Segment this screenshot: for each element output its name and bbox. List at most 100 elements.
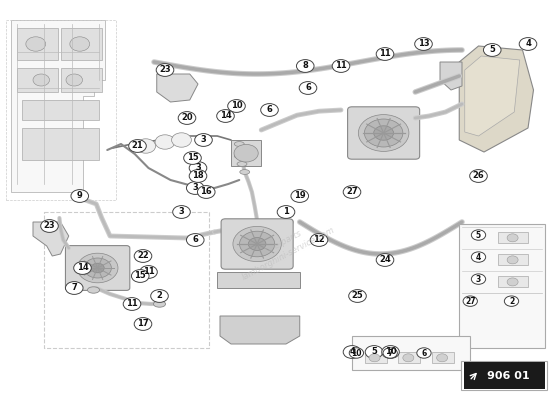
Text: 15: 15 xyxy=(134,272,146,280)
Text: 27: 27 xyxy=(346,188,358,196)
Ellipse shape xyxy=(234,154,244,158)
Circle shape xyxy=(507,256,518,264)
Circle shape xyxy=(343,346,361,358)
Text: 13: 13 xyxy=(417,40,430,48)
Text: 11: 11 xyxy=(142,268,155,276)
Circle shape xyxy=(91,263,104,273)
Circle shape xyxy=(151,290,168,302)
Circle shape xyxy=(134,318,152,330)
Circle shape xyxy=(437,354,448,362)
Text: 4: 4 xyxy=(476,252,481,262)
Ellipse shape xyxy=(153,301,166,307)
Circle shape xyxy=(415,38,432,50)
Circle shape xyxy=(173,206,190,218)
Text: 3: 3 xyxy=(201,136,206,144)
Circle shape xyxy=(471,274,486,284)
Bar xyxy=(16,28,58,60)
Circle shape xyxy=(234,144,258,162)
Text: 10: 10 xyxy=(230,102,243,110)
Text: 12: 12 xyxy=(313,236,325,244)
Circle shape xyxy=(359,115,409,151)
Bar xyxy=(459,224,544,348)
Circle shape xyxy=(84,258,111,278)
Circle shape xyxy=(471,230,486,240)
Bar xyxy=(231,140,261,166)
Text: 5: 5 xyxy=(371,348,377,356)
Circle shape xyxy=(403,354,414,362)
Polygon shape xyxy=(11,20,104,192)
Circle shape xyxy=(369,354,380,362)
Circle shape xyxy=(507,278,518,286)
Text: 4: 4 xyxy=(349,348,355,356)
Text: 9: 9 xyxy=(77,192,82,200)
Circle shape xyxy=(41,220,58,232)
Polygon shape xyxy=(220,316,300,344)
Bar xyxy=(432,352,454,363)
Circle shape xyxy=(172,133,191,147)
FancyBboxPatch shape xyxy=(348,107,420,159)
Circle shape xyxy=(186,182,204,194)
Circle shape xyxy=(66,74,82,86)
Circle shape xyxy=(364,119,403,147)
Bar xyxy=(464,362,545,389)
Text: 3: 3 xyxy=(195,164,201,172)
Circle shape xyxy=(129,140,146,152)
FancyBboxPatch shape xyxy=(65,246,130,290)
Polygon shape xyxy=(465,56,520,136)
Circle shape xyxy=(376,48,394,60)
Text: 11: 11 xyxy=(126,300,138,308)
Ellipse shape xyxy=(240,170,250,174)
Text: 19: 19 xyxy=(294,192,306,200)
Ellipse shape xyxy=(87,287,100,293)
Text: 2: 2 xyxy=(509,297,514,306)
Circle shape xyxy=(197,186,215,198)
Text: 20: 20 xyxy=(181,114,193,122)
Circle shape xyxy=(261,104,278,116)
Text: 6: 6 xyxy=(192,236,198,244)
Circle shape xyxy=(470,170,487,182)
Circle shape xyxy=(248,238,266,250)
Text: 906 01: 906 01 xyxy=(487,371,530,381)
Text: 5: 5 xyxy=(490,46,495,54)
Text: 11: 11 xyxy=(335,62,347,70)
Circle shape xyxy=(26,37,46,51)
Text: 3: 3 xyxy=(476,275,481,284)
Bar xyxy=(60,28,102,60)
Text: 15: 15 xyxy=(186,154,199,162)
Bar xyxy=(398,352,420,363)
Circle shape xyxy=(504,296,519,306)
Circle shape xyxy=(70,37,90,51)
Text: 6: 6 xyxy=(305,84,311,92)
Circle shape xyxy=(65,282,83,294)
Text: 27: 27 xyxy=(465,297,476,306)
FancyBboxPatch shape xyxy=(221,219,293,269)
Circle shape xyxy=(417,348,431,358)
Text: 16: 16 xyxy=(200,188,212,196)
Text: 25: 25 xyxy=(351,292,364,300)
Circle shape xyxy=(365,346,383,358)
Text: 23: 23 xyxy=(159,66,171,74)
Circle shape xyxy=(332,60,350,72)
Ellipse shape xyxy=(237,162,247,166)
Circle shape xyxy=(123,298,141,310)
Bar xyxy=(498,254,528,265)
Text: 1: 1 xyxy=(283,208,289,216)
Circle shape xyxy=(131,270,149,282)
Circle shape xyxy=(140,266,157,278)
Circle shape xyxy=(296,60,314,72)
Text: 14: 14 xyxy=(76,264,89,272)
Text: 18: 18 xyxy=(192,172,204,180)
Circle shape xyxy=(155,135,175,149)
Text: 7: 7 xyxy=(388,348,393,358)
Text: 3: 3 xyxy=(192,184,198,192)
Circle shape xyxy=(233,226,282,262)
Circle shape xyxy=(77,253,118,283)
Circle shape xyxy=(74,262,91,274)
Circle shape xyxy=(189,170,207,182)
Circle shape xyxy=(186,234,204,246)
Circle shape xyxy=(463,296,477,306)
Circle shape xyxy=(471,252,486,262)
Circle shape xyxy=(382,346,399,358)
Bar xyxy=(461,361,547,390)
Circle shape xyxy=(178,112,196,124)
